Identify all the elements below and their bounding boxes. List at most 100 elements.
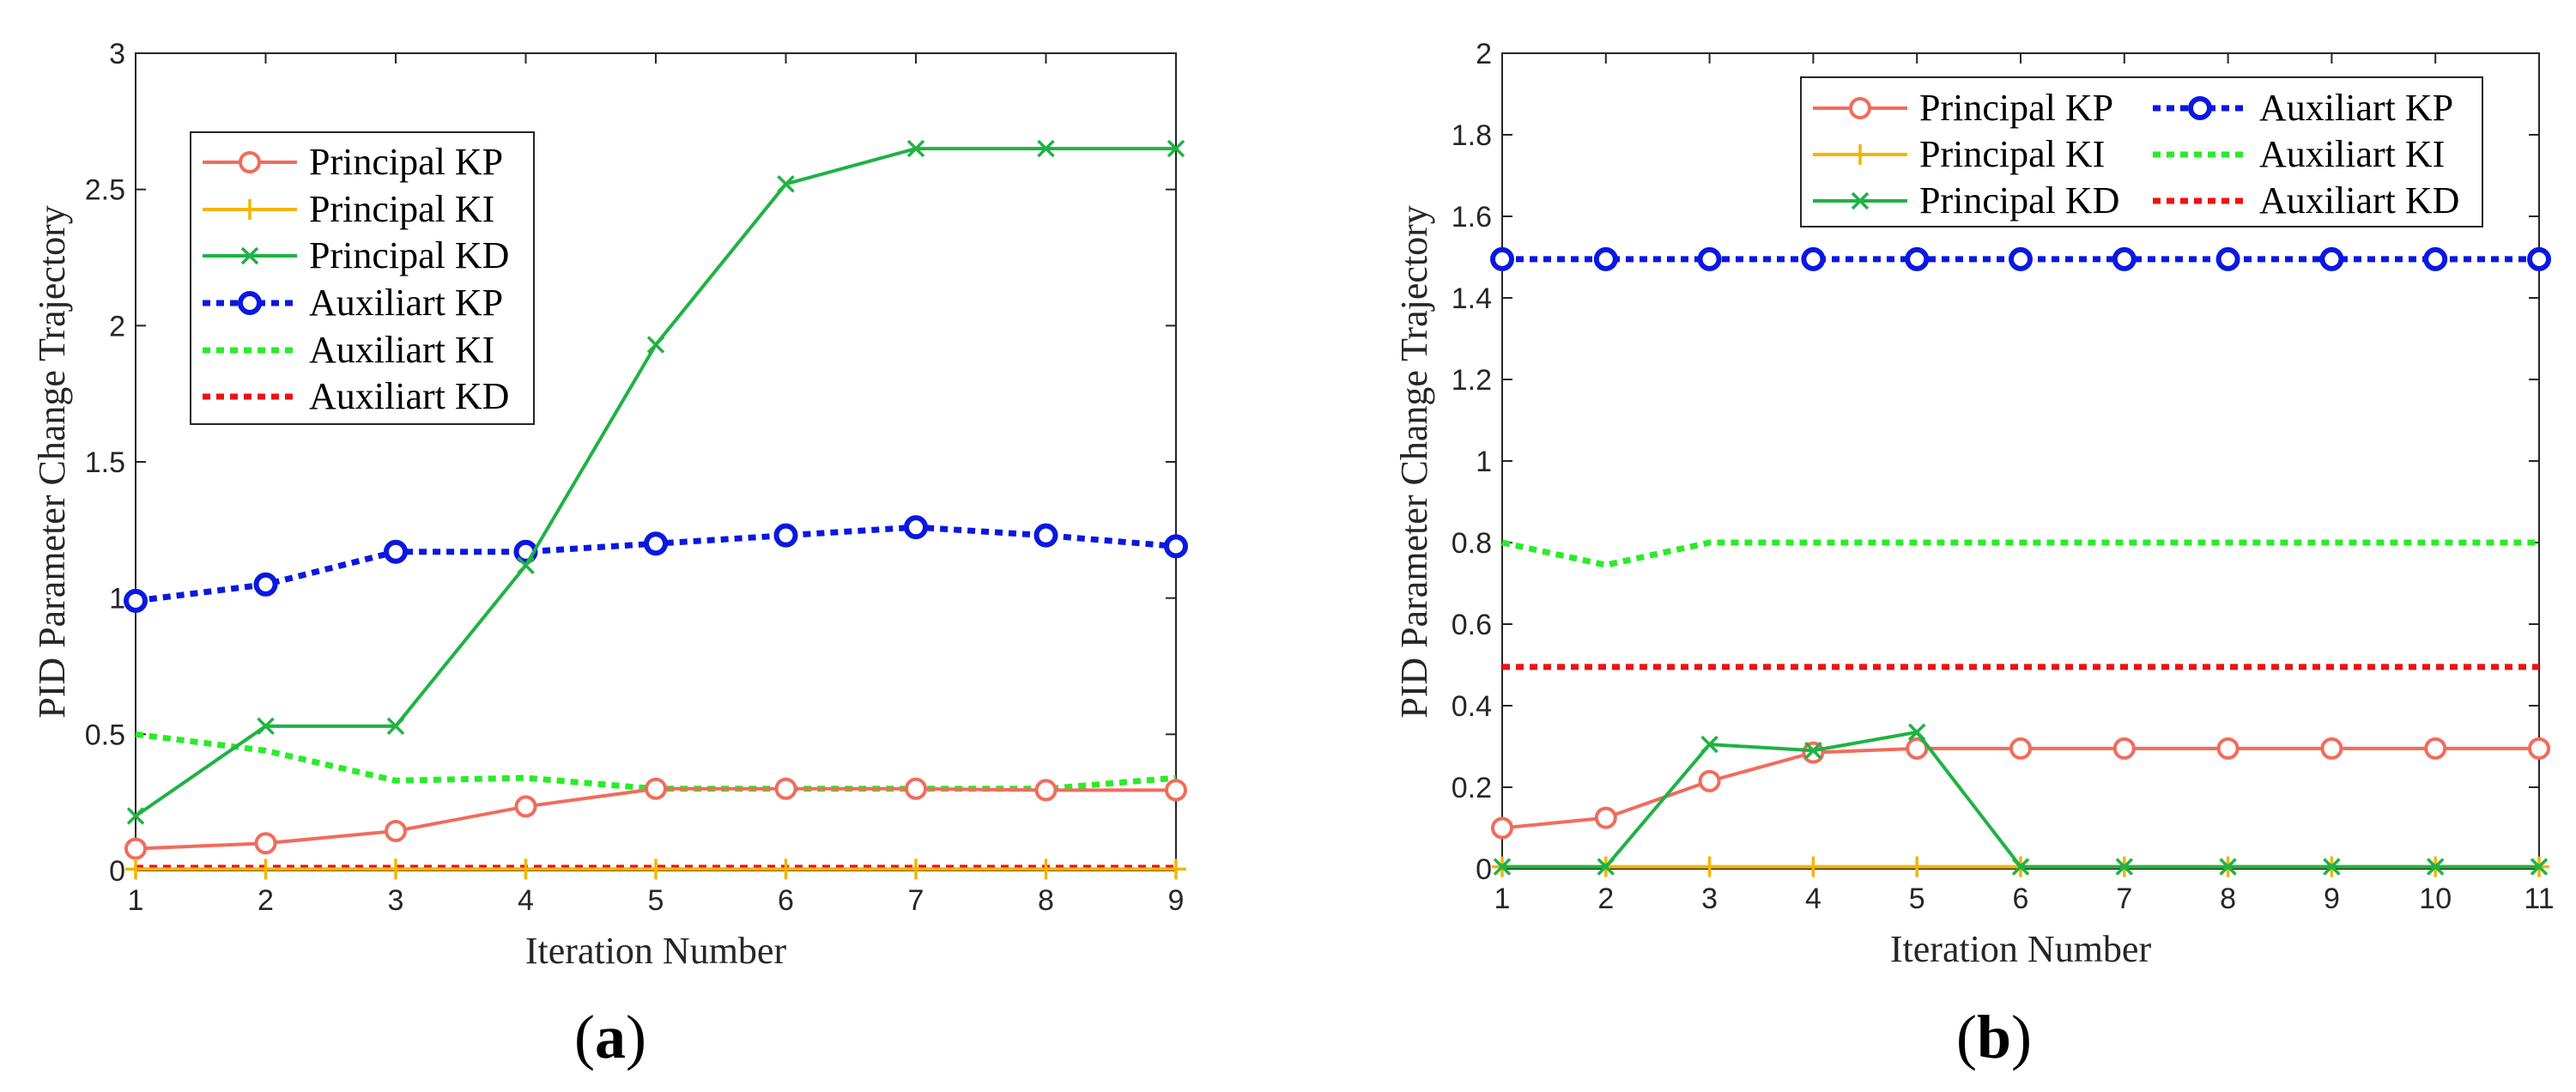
marker-principal-ki	[1699, 856, 1720, 877]
marker-auxiliart-kp	[773, 523, 798, 548]
panel-b-label: (b)	[1956, 1003, 2032, 1071]
y-tick-label: 0.2	[1452, 772, 1492, 804]
series-principal-ki	[125, 858, 1186, 880]
marker-auxiliart-kp	[253, 572, 278, 597]
marker-principal-ki	[906, 858, 926, 880]
x-tick-label: 2	[258, 884, 274, 917]
marker-auxiliart-kp	[644, 531, 668, 556]
marker-principal-ki	[125, 858, 146, 880]
panel-a-y-ticks: 0 0.5 1 1.5 2 2.5 3	[85, 38, 1176, 888]
x-tick-label: 8	[1038, 884, 1054, 917]
x-tick-label: 2	[1597, 883, 1614, 915]
marker-principal-kp	[2009, 737, 2032, 760]
marker-principal-kd	[2011, 858, 2030, 876]
x-tick-label: 9	[1168, 884, 1185, 917]
y-tick-label: 1.8	[1452, 119, 1492, 152]
legend-label: Auxiliart KI	[2259, 133, 2445, 175]
series-principal-kd	[1493, 723, 2549, 876]
legend-item-auxiliart-ki: Auxiliart KI	[203, 329, 494, 371]
legend-item-principal-kp: Principal KP	[203, 141, 503, 183]
marker-principal-kd	[646, 336, 665, 354]
legend-item-auxiliart-kp: Auxiliart KP	[2153, 87, 2453, 129]
legend-item-principal-kd: Principal KD	[203, 234, 509, 276]
marker-principal-kd	[257, 717, 275, 736]
y-tick-label: 3	[109, 38, 125, 70]
marker-principal-kp	[1491, 816, 1513, 840]
y-tick-label: 1	[109, 583, 125, 616]
marker-principal-kd	[2530, 858, 2549, 876]
legend-label: Auxiliart KI	[309, 329, 494, 371]
x-tick-label: 3	[388, 884, 404, 917]
marker-auxiliart-kp	[1697, 246, 1722, 271]
marker-principal-kd	[1804, 742, 1822, 760]
marker-principal-ki	[515, 858, 536, 880]
y-tick-label: 0	[109, 855, 125, 888]
legend-label: Principal KP	[309, 141, 503, 183]
legend-label: Principal KP	[1919, 87, 2113, 129]
legend-label: Principal KI	[1919, 133, 2105, 175]
marker-principal-kd	[386, 717, 405, 736]
panel-b-series	[1490, 246, 2551, 877]
x-tick-label: 5	[648, 884, 664, 917]
x-tick-label: 5	[1909, 883, 1925, 915]
legend-item-auxiliart-kp: Auxiliart KP	[203, 282, 503, 324]
x-tick-label: 3	[1701, 883, 1718, 915]
series-auxiliart-kp	[124, 515, 1188, 613]
legend-item-principal-ki: Principal KI	[203, 188, 494, 230]
marker-principal-kd	[1167, 139, 1185, 158]
x-tick-label: 1	[128, 884, 144, 917]
marker-principal-kd	[2426, 858, 2445, 876]
y-tick-label: 0.8	[1452, 527, 1492, 560]
series-principal-kp	[1491, 737, 2550, 840]
x-tick-label: 6	[778, 884, 794, 917]
marker-auxiliart-kp	[2423, 246, 2448, 271]
panel-b-x-ticks: 1 2 3 4 5 6 7 8 9 10 11	[1494, 53, 2555, 915]
panel-a-chart: 0 0.5 1 1.5 2 2.5 3 1 2 3 4 5 6 7 8 9 PID Parameter Ch…	[31, 38, 1188, 1071]
marker-principal-kp	[2528, 737, 2550, 760]
marker-auxiliart-kp	[2112, 246, 2137, 271]
y-tick-label: 0	[1476, 853, 1492, 886]
panel-b-legend-box	[1800, 76, 2483, 228]
y-tick-label: 2	[1476, 38, 1492, 70]
panel-b-y-ticks: 0 0.2 0.4 0.6 0.8 1 1.2 1.4 1.6 1.8 2	[1452, 38, 2539, 886]
marker-principal-kp	[2112, 737, 2136, 760]
x-tick-label: 11	[2524, 883, 2554, 915]
legend-label: Principal KI	[309, 188, 494, 230]
marker-principal-kp	[1034, 779, 1058, 802]
marker-auxiliart-kp	[2527, 246, 2551, 271]
marker-principal-kp	[905, 777, 927, 800]
legend-marker	[239, 199, 260, 220]
marker-principal-kp	[774, 777, 797, 800]
series-principal-kp	[124, 777, 1187, 860]
panel-a-label: (a)	[574, 1003, 646, 1071]
marker-principal-ki	[1803, 856, 1824, 877]
y-tick-label: 0.6	[1452, 609, 1492, 641]
y-tick-label: 0.4	[1452, 690, 1492, 723]
x-tick-label: 6	[2013, 883, 2029, 915]
marker-principal-kp	[1594, 806, 1617, 829]
legend-item-principal-ki: Principal KI	[1813, 133, 2105, 175]
marker-principal-kd	[517, 556, 535, 574]
y-tick-label: 0.5	[85, 719, 125, 751]
marker-principal-ki	[255, 858, 276, 880]
x-tick-label: 1	[1494, 883, 1511, 915]
marker-principal-kp	[514, 795, 537, 818]
marker-principal-ki	[775, 858, 797, 880]
legend-marker	[1850, 144, 1870, 165]
marker-principal-ki	[646, 858, 666, 880]
marker-principal-kd	[2115, 858, 2134, 876]
marker-principal-kd	[1907, 723, 1926, 742]
marker-auxiliart-kp	[1490, 246, 1514, 271]
marker-principal-kp	[1906, 737, 1929, 760]
marker-auxiliart-kp	[384, 539, 408, 564]
legend-label: Auxiliart KP	[309, 282, 503, 324]
series-auxiliart-ki	[1501, 539, 2539, 568]
marker-auxiliart-kp	[2009, 246, 2033, 271]
marker-auxiliart-kp	[904, 515, 928, 540]
y-tick-label: 1.6	[1452, 201, 1492, 234]
